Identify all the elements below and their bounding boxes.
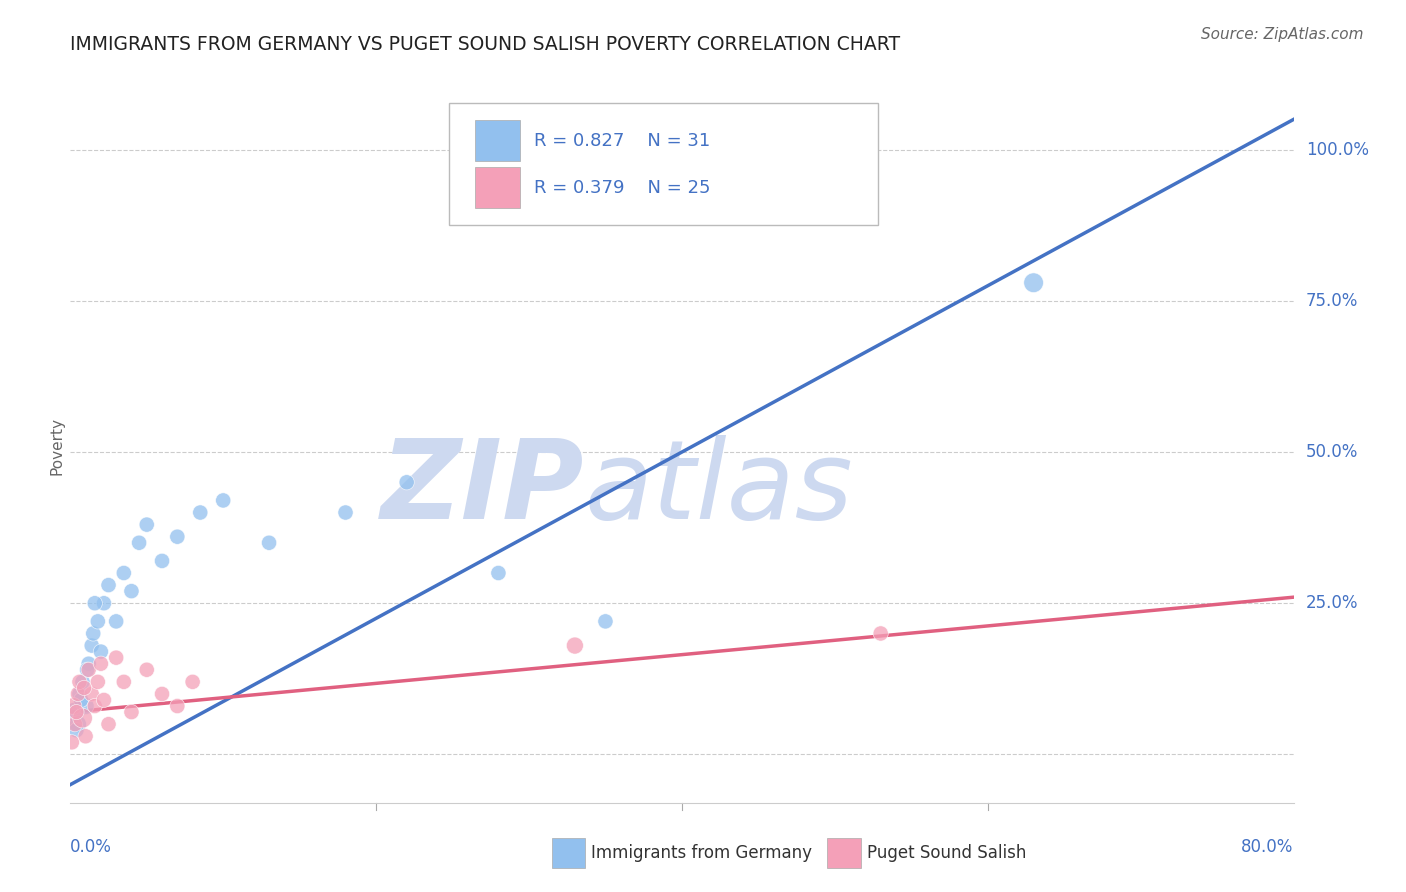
FancyBboxPatch shape: [475, 120, 520, 161]
Point: [121, 584, 143, 599]
Point: [595, 615, 617, 629]
Text: 50.0%: 50.0%: [1306, 443, 1358, 461]
Point: [87, 615, 110, 629]
Point: [66, 717, 89, 731]
Point: [212, 493, 235, 508]
Text: Immigrants from Germany: Immigrants from Germany: [592, 844, 813, 862]
Point: [80, 687, 103, 701]
Y-axis label: Poverty: Poverty: [49, 417, 65, 475]
Text: 0.0%: 0.0%: [70, 838, 112, 856]
Text: 80.0%: 80.0%: [1241, 838, 1294, 856]
Text: Source: ZipAtlas.com: Source: ZipAtlas.com: [1201, 27, 1364, 42]
Point: [112, 566, 135, 580]
Point: [93, 596, 115, 610]
Point: [65, 723, 87, 738]
Point: [62, 699, 84, 714]
Point: [72, 711, 94, 725]
Point: [128, 535, 150, 549]
Point: [112, 674, 135, 689]
Point: [77, 657, 100, 671]
Point: [80, 639, 103, 653]
Point: [869, 626, 891, 640]
Point: [75, 729, 97, 743]
Point: [83, 596, 105, 610]
Point: [121, 705, 143, 719]
Point: [93, 693, 115, 707]
Point: [70, 693, 93, 707]
Point: [166, 530, 188, 544]
Point: [188, 506, 211, 520]
Text: R = 0.827    N = 31: R = 0.827 N = 31: [534, 132, 710, 150]
Point: [73, 681, 96, 695]
Point: [69, 674, 91, 689]
Text: atlas: atlas: [583, 435, 852, 542]
Text: 25.0%: 25.0%: [1306, 594, 1358, 612]
Point: [72, 674, 94, 689]
Point: [166, 699, 188, 714]
Point: [65, 705, 87, 719]
Text: 75.0%: 75.0%: [1306, 292, 1358, 310]
FancyBboxPatch shape: [828, 838, 860, 868]
Point: [150, 554, 173, 568]
FancyBboxPatch shape: [553, 838, 585, 868]
Point: [105, 650, 128, 665]
Point: [488, 566, 510, 580]
Point: [75, 699, 97, 714]
Point: [1022, 276, 1045, 290]
Point: [90, 645, 112, 659]
Point: [135, 517, 157, 532]
Point: [90, 657, 112, 671]
Point: [257, 535, 280, 549]
Point: [82, 626, 104, 640]
FancyBboxPatch shape: [450, 103, 877, 225]
Point: [564, 639, 586, 653]
Point: [83, 699, 105, 714]
Point: [105, 615, 128, 629]
Point: [63, 705, 86, 719]
Text: ZIP: ZIP: [381, 435, 583, 542]
Point: [97, 578, 120, 592]
Text: IMMIGRANTS FROM GERMANY VS PUGET SOUND SALISH POVERTY CORRELATION CHART: IMMIGRANTS FROM GERMANY VS PUGET SOUND S…: [70, 35, 900, 54]
Point: [181, 674, 204, 689]
Point: [77, 663, 100, 677]
Point: [69, 687, 91, 701]
Text: Puget Sound Salish: Puget Sound Salish: [866, 844, 1026, 862]
Text: R = 0.379    N = 25: R = 0.379 N = 25: [534, 178, 710, 196]
Point: [395, 475, 418, 490]
Point: [66, 687, 89, 701]
Point: [63, 717, 86, 731]
Point: [150, 687, 173, 701]
Point: [97, 717, 120, 731]
Point: [76, 663, 98, 677]
Point: [87, 674, 110, 689]
Text: 100.0%: 100.0%: [1306, 141, 1369, 159]
Point: [60, 735, 83, 749]
Point: [335, 506, 357, 520]
Point: [135, 663, 157, 677]
FancyBboxPatch shape: [475, 168, 520, 208]
